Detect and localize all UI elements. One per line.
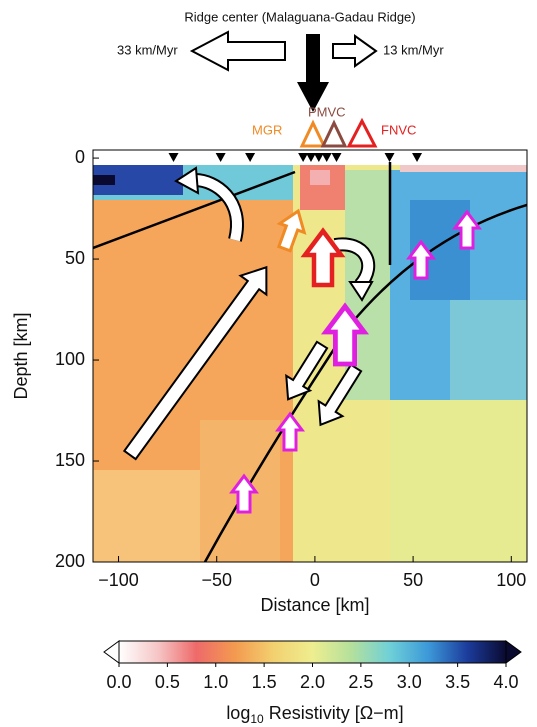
rate-right: 13 km/Myr [383,42,444,57]
station [298,153,309,162]
rate-left: 33 km/Myr [117,42,178,57]
station [245,153,256,162]
label-rest: Resistivity [Ω−m] [264,703,404,723]
y-axis-label: Depth [km] [11,312,31,399]
station [168,153,179,162]
x-tick-label: −100 [98,570,139,590]
colorbar-tick-label: 2.5 [348,672,373,692]
y-tick-label: 150 [55,450,85,470]
title: Ridge center (Malaguana-Gadau Ridge) [184,9,415,24]
station [384,153,395,162]
y-tick-label: 100 [55,349,85,369]
plot-frame [92,149,528,563]
label-mgr: MGR [252,122,282,137]
volcano-fnvc [346,117,378,148]
colorbar [118,640,507,664]
colorbar-tick-label: 1.5 [252,672,277,692]
station [305,153,316,162]
x-axis-label: Distance [km] [260,595,369,615]
label-base: log [226,703,250,723]
ridge-arrow [297,34,329,112]
colorbar-label: log10 Resistivity [Ω−m] [226,703,403,726]
y-tick-label: 50 [65,248,85,268]
volcano-pmvc [320,119,348,148]
colorbar-tick-label: 0.5 [155,672,180,692]
colorbar-tick-label: 4.0 [493,672,518,692]
label-pmvc: PMVC [308,104,346,119]
volcano-mgr [299,119,327,148]
colorbar-tick-label: 3.0 [397,672,422,692]
station [331,153,342,162]
station [412,153,423,162]
colorbar-over [505,640,522,664]
colorbar-tick-label: 3.5 [445,672,470,692]
colorbar-tick-label: 0.0 [106,672,131,692]
colorbar-tick-label: 1.0 [203,672,228,692]
y-tick-label: 200 [55,551,85,571]
colorbar-tick-label: 2.0 [300,672,325,692]
x-tick-label: 50 [403,570,423,590]
station [215,153,226,162]
x-tick-label: −50 [201,570,232,590]
y-tick-label: 0 [75,147,85,167]
label-fnvc: FNVC [381,122,416,137]
plate-arrow-left [189,30,286,72]
station [313,153,324,162]
label-sub: 10 [250,712,264,726]
x-tick-label: 0 [310,570,320,590]
station [321,153,332,162]
plate-arrow-right [332,34,378,68]
x-tick-label: 100 [496,570,526,590]
colorbar-under [103,640,120,664]
resistivity-field [93,150,527,562]
